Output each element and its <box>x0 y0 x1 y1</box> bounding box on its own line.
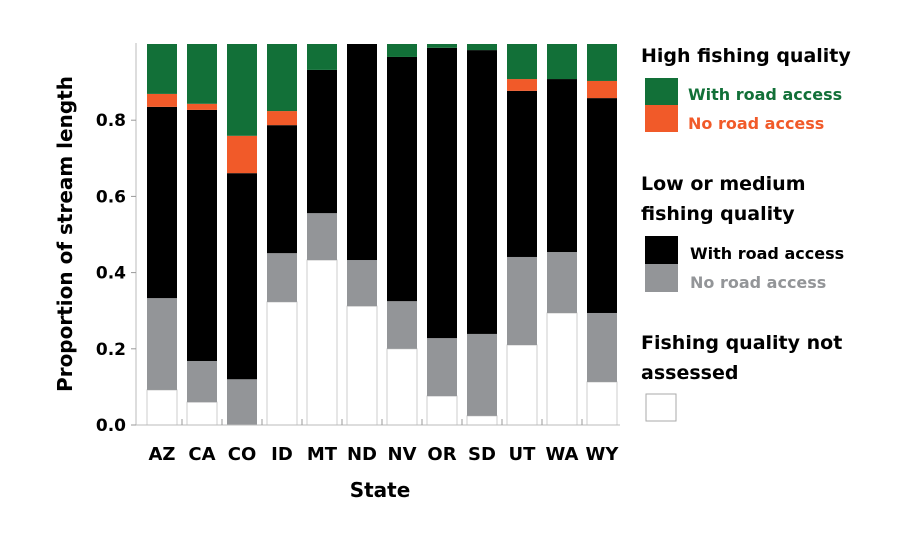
bar-segment-id-not-assessed <box>266 301 298 426</box>
bar-segment-nv-not-assessed <box>386 348 418 426</box>
bar-segment-mt-high-road <box>307 44 337 70</box>
y-tick-label: 0.6 <box>96 187 126 207</box>
bar-segment-wy-high-road <box>587 44 617 81</box>
bar-segment-nv-low-road <box>387 56 417 302</box>
bar-segment-ca-low-no-road <box>187 360 217 403</box>
bar-segment-ca-high-road <box>187 44 217 104</box>
legend-swatch-low-no-road <box>645 264 678 292</box>
x-tick-label: ID <box>271 444 293 465</box>
bar-segment-az-low-no-road <box>147 298 177 390</box>
bar-segment-ut-high-no-road <box>507 79 537 91</box>
legend-na-title-line2: assessed <box>641 362 738 384</box>
x-tick-label: CO <box>228 444 257 465</box>
x-tick-label: WA <box>546 444 579 465</box>
bar-segment-az-high-road <box>147 44 177 94</box>
y-tick-label: 0.8 <box>96 111 126 131</box>
x-tick-label: SD <box>468 444 496 465</box>
bar-segment-wy-not-assessed <box>586 381 618 426</box>
y-ticks: 0.0 0.2 0.4 0.6 0.8 <box>96 111 136 436</box>
legend-swatch-not-assessed <box>645 393 677 422</box>
bar-segment-ut-high-road <box>507 44 537 80</box>
bar-segment-wa-low-no-road <box>547 252 577 313</box>
bar-segment-co-low-no-road <box>227 379 257 425</box>
legend-high-road-label: With road access <box>688 85 842 104</box>
bar-segment-wa-not-assessed <box>546 312 578 426</box>
bar-segment-mt-low-no-road <box>307 213 337 261</box>
x-tick-label: WY <box>586 444 620 465</box>
bar-segment-ut-not-assessed <box>506 344 538 426</box>
legend-swatch-low-road <box>645 236 678 264</box>
legend-low-road-label: With road access <box>690 244 844 263</box>
y-axis-label: Proportion of stream length <box>53 76 77 392</box>
bar-segment-ca-high-no-road <box>187 103 217 110</box>
bar-segment-or-low-road <box>427 47 457 339</box>
bar-segment-sd-low-no-road <box>467 333 497 416</box>
bar-segment-or-low-no-road <box>427 338 457 397</box>
x-tick-label: CA <box>188 444 215 465</box>
bar-segment-mt-not-assessed <box>306 259 338 426</box>
x-tick-label: UT <box>509 444 537 465</box>
legend-swatch-high-no-road <box>645 105 678 132</box>
bar-segment-az-high-no-road <box>147 93 177 107</box>
x-tick-label: NV <box>388 444 417 465</box>
legend-low-title-line1: Low or medium <box>641 173 806 195</box>
bars-group <box>146 44 618 426</box>
bar-segment-wy-low-road <box>587 98 617 313</box>
bar-segment-id-low-no-road <box>267 253 297 302</box>
bar-segment-nd-not-assessed <box>346 305 378 426</box>
bar-segment-id-high-no-road <box>267 111 297 126</box>
y-tick-label: 0.4 <box>96 264 126 284</box>
bar-segment-co-low-road <box>227 173 257 380</box>
bar-segment-ut-low-no-road <box>507 256 537 345</box>
bar-segment-or-high-road <box>427 44 457 48</box>
bar-segment-nd-low-no-road <box>347 260 377 307</box>
x-tick-label: AZ <box>149 444 176 465</box>
legend-swatch-high-road <box>645 78 678 105</box>
axes-group <box>135 43 620 426</box>
y-tick-label: 0.2 <box>96 340 126 360</box>
legend: High fishing quality With road access No… <box>641 45 851 422</box>
bar-segment-az-low-road <box>147 106 177 299</box>
bar-segment-nv-high-road <box>387 44 417 57</box>
legend-low-no-road-label: No road access <box>690 273 826 292</box>
x-tick-label: ND <box>347 444 377 465</box>
bar-segment-id-high-road <box>267 44 297 112</box>
legend-high-title: High fishing quality <box>641 45 851 67</box>
bar-segment-mt-low-road <box>307 69 337 214</box>
legend-low-title-line2: fishing quality <box>641 203 795 225</box>
bar-segment-sd-not-assessed <box>466 415 498 426</box>
bar-segment-id-low-road <box>267 125 297 254</box>
bar-segment-or-not-assessed <box>426 395 458 426</box>
x-tick-label: OR <box>427 444 456 465</box>
y-tick-label: 0.0 <box>96 416 126 436</box>
bar-segment-ut-low-road <box>507 90 537 257</box>
bar-segment-wy-high-no-road <box>587 80 617 99</box>
bar-segment-ca-not-assessed <box>186 401 218 426</box>
bar-segment-az-not-assessed <box>146 389 178 426</box>
bar-segment-sd-high-road <box>467 44 497 51</box>
bar-segment-wa-high-road <box>547 44 577 80</box>
bar-segment-wa-low-road <box>547 79 577 253</box>
x-axis-label: State <box>350 478 411 502</box>
x-ticks: AZ CA CO ID MT ND NV OR SD UT WA WY <box>149 419 620 465</box>
bar-segment-sd-low-road <box>467 50 497 334</box>
bar-segment-ca-low-road <box>187 109 217 361</box>
x-tick-label: MT <box>307 444 338 465</box>
legend-na-title-line1: Fishing quality not <box>641 332 842 354</box>
legend-high-no-road-label: No road access <box>688 114 824 133</box>
bar-segment-wy-low-no-road <box>587 312 617 382</box>
bar-segment-co-high-road <box>227 44 257 136</box>
bar-segment-nv-low-no-road <box>387 301 417 349</box>
bar-segment-co-high-no-road <box>227 135 257 174</box>
bar-segment-nd-low-road <box>347 44 377 261</box>
